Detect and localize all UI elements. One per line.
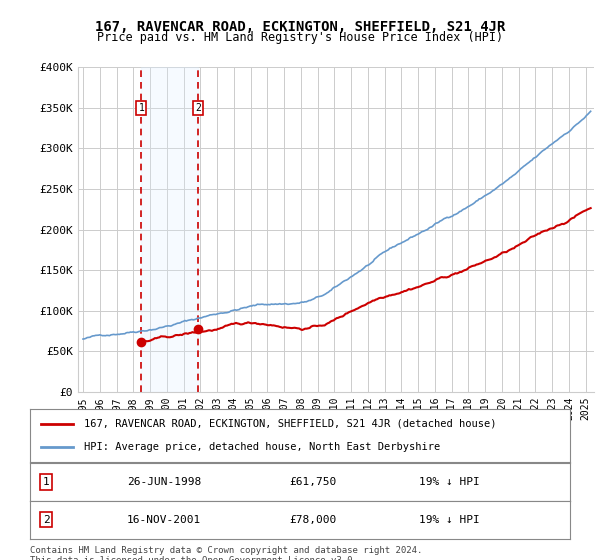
Text: 2: 2 <box>43 515 50 525</box>
Text: 19% ↓ HPI: 19% ↓ HPI <box>419 477 479 487</box>
Text: £78,000: £78,000 <box>289 515 337 525</box>
Text: 2: 2 <box>196 103 201 113</box>
Text: 1: 1 <box>43 477 50 487</box>
Text: HPI: Average price, detached house, North East Derbyshire: HPI: Average price, detached house, Nort… <box>84 442 440 452</box>
Text: £61,750: £61,750 <box>289 477 337 487</box>
Text: 19% ↓ HPI: 19% ↓ HPI <box>419 515 479 525</box>
Text: Price paid vs. HM Land Registry's House Price Index (HPI): Price paid vs. HM Land Registry's House … <box>97 31 503 44</box>
Text: 16-NOV-2001: 16-NOV-2001 <box>127 515 202 525</box>
Text: 167, RAVENCAR ROAD, ECKINGTON, SHEFFIELD, S21 4JR (detached house): 167, RAVENCAR ROAD, ECKINGTON, SHEFFIELD… <box>84 419 497 429</box>
Text: Contains HM Land Registry data © Crown copyright and database right 2024.
This d: Contains HM Land Registry data © Crown c… <box>30 546 422 560</box>
Text: 167, RAVENCAR ROAD, ECKINGTON, SHEFFIELD, S21 4JR: 167, RAVENCAR ROAD, ECKINGTON, SHEFFIELD… <box>95 20 505 34</box>
Text: 26-JUN-1998: 26-JUN-1998 <box>127 477 202 487</box>
Bar <box>142 67 198 392</box>
Text: 1: 1 <box>139 103 144 113</box>
